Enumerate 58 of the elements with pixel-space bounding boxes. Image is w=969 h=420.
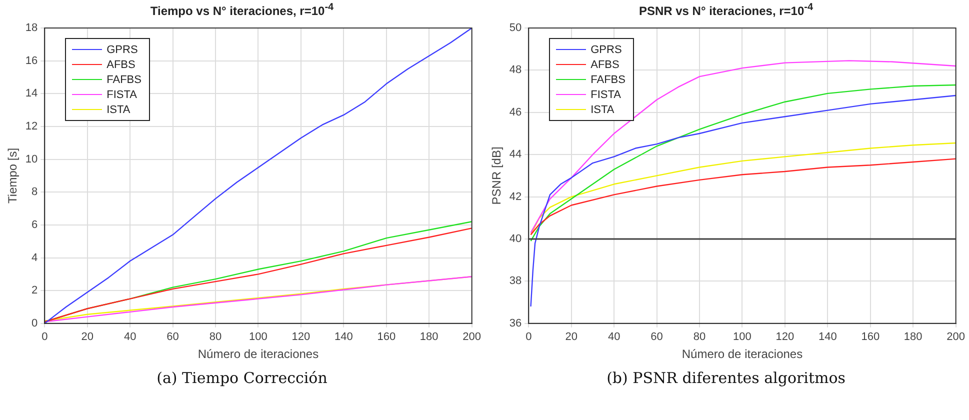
x-tick-label: 20 xyxy=(565,331,578,344)
y-tick-label: 16 xyxy=(25,54,38,67)
y-tick-label: 50 xyxy=(509,22,522,34)
text: (b) PSNR diferentes algoritmos xyxy=(606,369,846,387)
y-tick-label: 0 xyxy=(32,317,38,330)
legend-label: GPRS xyxy=(590,44,622,56)
y-tick-label: 2 xyxy=(32,284,38,297)
legend-label: AFBS xyxy=(590,58,620,70)
x-tick-label: 200 xyxy=(462,331,482,344)
y-tick-label: 14 xyxy=(25,88,38,100)
y-tick-label: 12 xyxy=(25,120,38,132)
y-tick-label: 40 xyxy=(509,233,522,246)
x-axis-title: Número de iteraciones xyxy=(682,347,803,362)
x-tick-label: 100 xyxy=(249,331,268,344)
chart-title: Tiempo vs N° iteraciones, r=10$^{-4}$ xyxy=(149,2,335,18)
legend-label: ISTA xyxy=(106,104,130,116)
x-tick-label: 80 xyxy=(209,331,222,344)
x-tick-label: 140 xyxy=(334,331,353,344)
y-tick-label: 6 xyxy=(32,218,38,231)
y-tick-label: 36 xyxy=(509,317,522,330)
x-tick-label: 180 xyxy=(904,331,922,344)
x-tick-label: 40 xyxy=(124,331,136,344)
legend-label: AFBS xyxy=(106,58,136,70)
x-tick-label: 180 xyxy=(420,331,438,344)
x-tick-label: 20 xyxy=(81,331,94,344)
y-tick-label: 48 xyxy=(509,64,522,76)
x-tick-label: 80 xyxy=(693,331,706,344)
x-tick-label: 120 xyxy=(776,331,794,344)
x-tick-label: 100 xyxy=(733,331,752,344)
legend-label: ISTA xyxy=(590,104,614,116)
legend-label: GPRS xyxy=(106,44,138,56)
x-tick-label: 160 xyxy=(861,331,880,344)
legend-label: FAFBS xyxy=(106,74,142,86)
x-tick-label: 160 xyxy=(377,331,396,344)
x-tick-label: 60 xyxy=(650,331,663,344)
y-tick-label: 10 xyxy=(25,153,38,166)
x-tick-label: 60 xyxy=(166,331,179,344)
y-tick-label: 44 xyxy=(509,148,522,161)
legend-label: FISTA xyxy=(106,88,137,100)
y-tick-label: 8 xyxy=(32,186,38,198)
legend-label: FAFBS xyxy=(590,74,626,86)
y-axis-title: PSNR [dB] xyxy=(490,146,504,205)
y-tick-label: 18 xyxy=(25,22,38,34)
x-tick-label: 0 xyxy=(526,331,532,344)
x-tick-label: 0 xyxy=(42,331,48,344)
chart-title: PSNR vs N° iteraciones, r=10$^{-4}$ xyxy=(638,2,814,18)
y-tick-label: 46 xyxy=(509,106,522,118)
x-tick-label: 120 xyxy=(292,331,310,344)
text: (a) Tiempo Corrección xyxy=(156,369,328,387)
y-tick-label: 42 xyxy=(509,190,522,203)
x-axis-title: Número de iteraciones xyxy=(198,347,319,362)
x-tick-label: 140 xyxy=(818,331,837,344)
x-tick-label: 40 xyxy=(608,331,620,344)
y-tick-label: 4 xyxy=(32,252,38,264)
x-tick-label: 200 xyxy=(946,331,966,344)
y-axis-title: Tiempo [s] xyxy=(6,148,20,204)
legend-label: FISTA xyxy=(590,88,621,100)
y-tick-label: 38 xyxy=(509,275,522,288)
